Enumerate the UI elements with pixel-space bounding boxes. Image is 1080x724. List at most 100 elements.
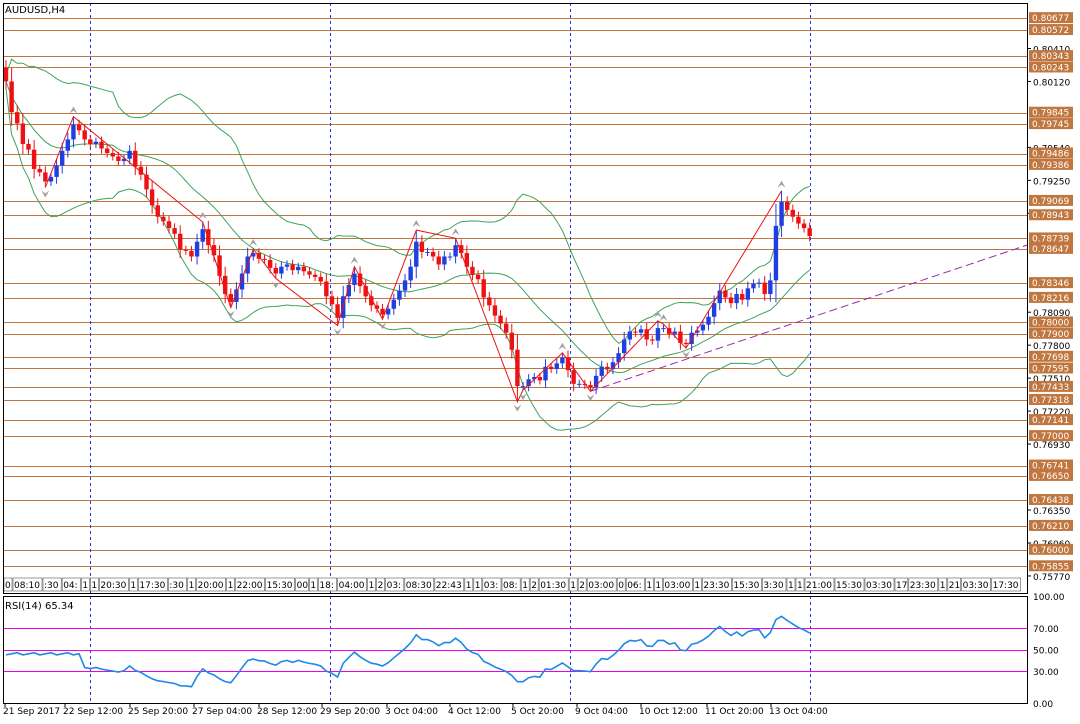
bear-candle (312, 274, 318, 277)
bull-candle (756, 282, 762, 284)
bull-candle (60, 150, 65, 166)
price-level-label: 0.77900 (1032, 330, 1069, 340)
rsi-tick-label: 0.00 (1033, 700, 1053, 710)
bear-candle (301, 266, 307, 272)
time-marker-label: 15:30 (836, 581, 862, 591)
bull-candle (239, 273, 245, 290)
bull-candle (599, 366, 604, 376)
time-marker-box (645, 577, 654, 592)
price-tick-label: 0.77800 (1033, 342, 1070, 352)
price-level-label-box (1029, 327, 1073, 339)
time-marker-box (367, 577, 376, 592)
bear-candle (588, 384, 593, 388)
bear-candle (76, 124, 82, 131)
time-marker-label: :30 (169, 581, 184, 591)
bull-candle (593, 375, 599, 388)
rsi-tick-label: 100.00 (1033, 593, 1065, 603)
price-level-label: 0.77000 (1032, 432, 1069, 442)
bollinger-upper (5, 58, 810, 344)
bear-candle (37, 168, 42, 173)
price-level-label-box (1029, 24, 1073, 36)
time-marker-box (908, 577, 939, 592)
bull-candle (346, 284, 352, 297)
time-marker-label: 1 (940, 581, 946, 591)
price-level-label: 0.76650 (1032, 472, 1069, 482)
time-marker-label: 21 (949, 581, 960, 591)
price-level-label-box (1029, 414, 1073, 426)
bear-candle (650, 339, 655, 341)
bear-candle (740, 294, 745, 300)
fractal-up-arrow (558, 342, 567, 350)
time-marker-label: 08:10 (14, 581, 40, 591)
rsi-tick-label: 50.00 (1033, 647, 1059, 657)
price-level-label: 0.79486 (1032, 150, 1069, 160)
time-marker-box (473, 577, 483, 592)
bear-candle (537, 377, 543, 381)
bull-candle (71, 124, 76, 140)
time-marker-box (529, 577, 539, 592)
bear-candle (222, 275, 228, 295)
price-level-label-box (1029, 316, 1073, 328)
bear-candle (161, 216, 166, 222)
time-marker-label: 04: (63, 581, 77, 591)
price-level-label-box (1029, 50, 1073, 62)
price-level-label: 0.78346 (1032, 279, 1069, 289)
price-level-label: 0.77698 (1032, 353, 1069, 363)
time-marker-label: 22:00 (237, 581, 263, 591)
time-marker-box (168, 577, 187, 592)
time-marker-label: 1 (228, 581, 234, 591)
bear-candle (419, 241, 425, 252)
price-level-label: 0.76210 (1032, 522, 1069, 532)
chart-frames (3, 3, 1028, 704)
time-marker-box (42, 577, 62, 592)
price-level-label: 0.77433 (1032, 383, 1069, 393)
bull-candle (121, 158, 127, 162)
time-marker-box (938, 577, 948, 592)
bear-candle (43, 172, 48, 182)
time-marker-box (577, 577, 587, 592)
bull-candle (655, 328, 661, 341)
price-level-label-box (1029, 147, 1073, 159)
price-level-label-box (1029, 519, 1073, 531)
bear-candle (15, 112, 20, 124)
time-marker-label: 1 (655, 581, 661, 591)
bear-candle (807, 228, 812, 237)
bull-candle (577, 383, 582, 385)
time-tick-label: 9 Oct 04:00 (575, 707, 628, 717)
bull-candle (385, 308, 391, 315)
time-tick-label: 10 Oct 12:00 (639, 707, 698, 717)
bear-candle (678, 331, 683, 343)
trendlines (590, 244, 1028, 392)
time-marker-box (762, 577, 787, 592)
rsi-frame (3, 596, 1028, 704)
bear-candle (206, 229, 211, 246)
time-marker-box (295, 577, 309, 592)
bear-candle (481, 279, 486, 298)
bull-candle (560, 357, 565, 364)
time-marker-label: 20:30 (100, 581, 126, 591)
bear-candle (605, 366, 610, 370)
time-marker-box (61, 577, 81, 592)
bull-candle (453, 245, 458, 257)
bull-candle (711, 303, 717, 317)
bull-candle (610, 362, 616, 370)
bull-candle (734, 294, 739, 304)
time-marker-label: 15:30 (267, 581, 293, 591)
price-level-label: 0.80243 (1032, 63, 1069, 73)
bear-candle (20, 123, 26, 144)
price-level-label-box (1029, 543, 1073, 555)
time-marker-box (376, 577, 385, 592)
time-marker-label: 04:00 (339, 581, 365, 591)
time-tick-label: 22 Sep 12:00 (63, 707, 123, 717)
time-marker-label: 1 (82, 581, 88, 591)
bear-candle (515, 349, 520, 387)
bear-candle (329, 296, 335, 305)
time-marker-box (12, 577, 43, 592)
bollinger-lower (5, 88, 811, 431)
price-level-label: 0.75855 (1032, 562, 1069, 572)
bull-candle (627, 331, 633, 340)
time-marker-label: 22:43 (436, 581, 462, 591)
price-tick-label: 0.76350 (1033, 507, 1070, 517)
